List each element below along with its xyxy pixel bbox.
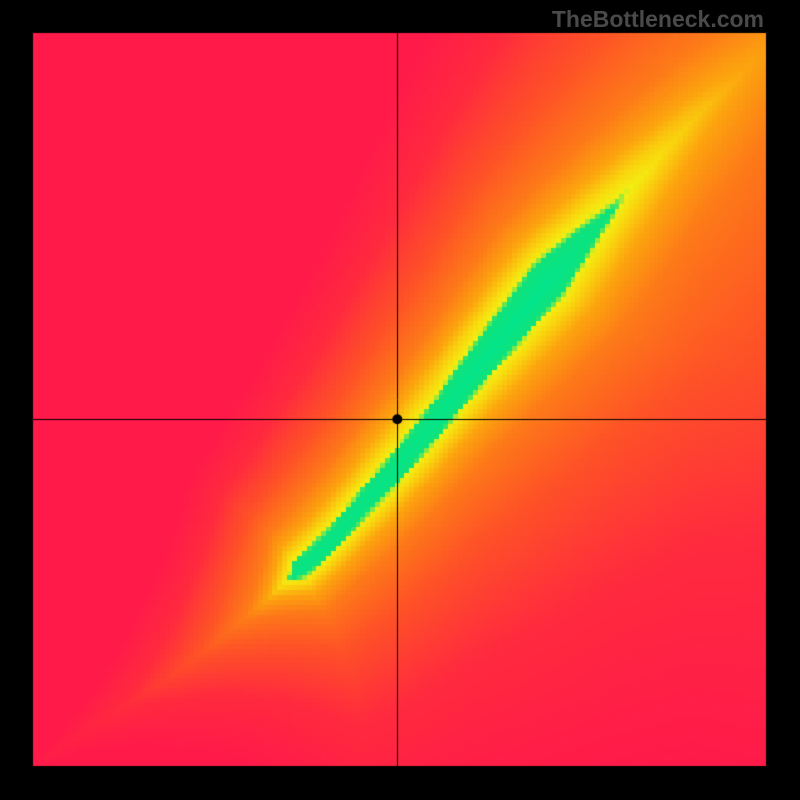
watermark-text: TheBottleneck.com: [552, 6, 764, 33]
bottleneck-heatmap: [0, 0, 800, 800]
chart-container: TheBottleneck.com: [0, 0, 800, 800]
